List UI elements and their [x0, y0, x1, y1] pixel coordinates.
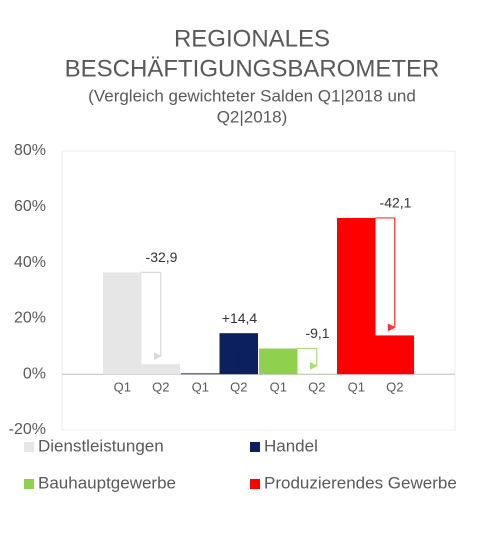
chart-title: REGIONALES	[174, 25, 330, 52]
legend-label: Bauhauptgewerbe	[38, 473, 176, 492]
y-tick-label: 60%	[14, 198, 46, 215]
legend-label: Produzierendes Gewerbe	[264, 473, 457, 492]
legend-label: Dienstleistungen	[38, 436, 164, 455]
bar	[375, 335, 414, 375]
change-arrow	[141, 271, 162, 361]
x-tick-label: Q1	[348, 380, 365, 395]
legend-swatch	[24, 442, 34, 452]
change-label: -32,9	[146, 249, 178, 265]
x-tick-label: Q1	[270, 380, 287, 395]
x-tick-label: Q2	[152, 380, 169, 395]
x-tick-label: Q2	[230, 380, 247, 395]
y-tick-label: 40%	[14, 254, 46, 271]
change-label: +14,4	[222, 310, 258, 326]
chart-title: BESCHÄFTIGUNGSBAROMETER	[65, 55, 440, 82]
change-arrow	[375, 217, 396, 332]
bar	[337, 217, 376, 375]
x-tick-label: Q1	[192, 380, 209, 395]
y-tick-label: -20%	[9, 421, 46, 438]
bar	[259, 348, 298, 375]
x-tick-label: Q1	[114, 380, 131, 395]
x-tick-label: Q2	[386, 380, 403, 395]
bar	[181, 373, 220, 375]
y-tick-label: 20%	[14, 310, 46, 327]
bar	[103, 272, 142, 375]
y-tick-label: 0%	[23, 365, 46, 382]
x-tick-label: Q2	[308, 380, 325, 395]
legend-swatch	[24, 479, 34, 489]
chart-subtitle: (Vergleich gewichteter Salden Q1|2018 un…	[88, 86, 416, 105]
change-arrow	[297, 347, 318, 370]
legend-swatch	[250, 479, 260, 489]
legend-swatch	[250, 442, 260, 452]
bar	[141, 364, 180, 375]
plot-frame	[61, 150, 456, 431]
change-label: -9,1	[305, 325, 329, 341]
change-label: -42,1	[380, 195, 412, 211]
change-arrow	[219, 337, 240, 374]
chart-subtitle: Q2|2018)	[217, 107, 288, 126]
y-tick-label: 80%	[14, 142, 46, 159]
legend-label: Handel	[264, 436, 318, 455]
